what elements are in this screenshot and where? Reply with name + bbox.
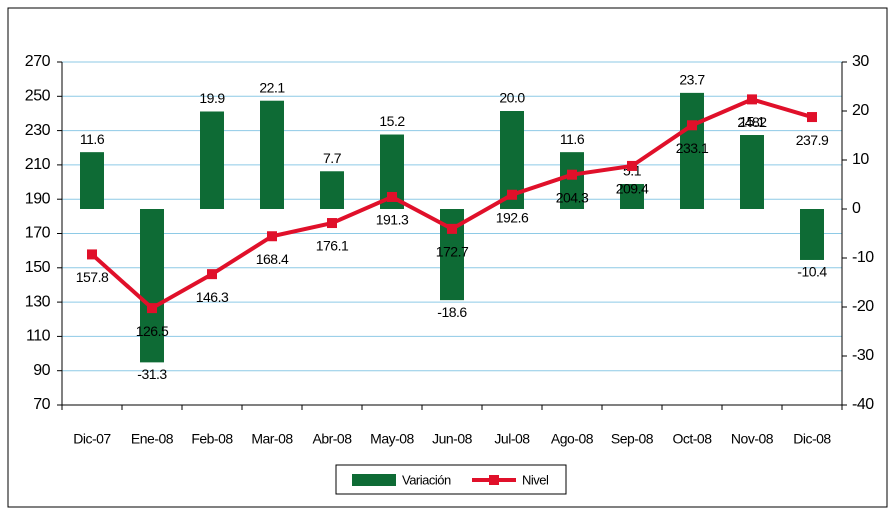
legend-swatch-marker <box>489 475 499 485</box>
bar <box>200 111 224 209</box>
legend: Variación Nivel <box>335 464 567 495</box>
y-tick-label: 210 <box>25 156 51 173</box>
bar-value-label: -10.4 <box>797 264 827 280</box>
line-value-label: 209.4 <box>616 181 649 197</box>
line-value-label: 191.3 <box>376 212 409 228</box>
x-tick-label: May-08 <box>370 431 414 447</box>
y-tick-label: 270 <box>25 53 51 70</box>
line-value-label: 168.4 <box>256 251 289 267</box>
y2-tick-label: -40 <box>852 396 874 413</box>
line-marker <box>327 218 337 229</box>
bar <box>680 92 704 209</box>
bar-value-label: -18.6 <box>437 304 467 320</box>
line-marker <box>747 94 757 105</box>
y-tick-label: 130 <box>25 293 51 310</box>
x-tick-label: Mar-08 <box>251 431 293 447</box>
legend-label: Nivel <box>522 472 549 487</box>
bar <box>320 171 344 209</box>
line-value-label: 146.3 <box>196 289 229 305</box>
y-tick-label: 230 <box>25 122 51 139</box>
line-marker <box>507 189 517 200</box>
bar <box>740 135 764 209</box>
y-tick-label: 250 <box>25 88 51 105</box>
y2-tick-label: 20 <box>852 102 869 119</box>
y-tick-label: 170 <box>25 225 51 242</box>
bar <box>140 209 164 363</box>
line-value-label: 237.9 <box>796 132 829 148</box>
line-marker <box>267 231 277 242</box>
bar <box>620 184 644 209</box>
line-marker <box>447 223 457 234</box>
line-marker <box>147 303 157 314</box>
line-marker <box>387 191 397 202</box>
bar <box>260 100 284 209</box>
line-value-label: 157.8 <box>76 269 109 285</box>
bar-value-label: 7.7 <box>323 150 342 166</box>
line-marker <box>567 169 577 180</box>
y2-tick-label: 0 <box>852 200 861 217</box>
y-tick-label: 190 <box>25 190 51 207</box>
bar <box>800 209 824 260</box>
legend-swatch <box>352 474 396 486</box>
x-tick-label: Sep-08 <box>611 431 654 447</box>
bar-value-label: 22.1 <box>259 79 285 95</box>
legend-label: Variación <box>402 472 451 487</box>
bar <box>80 152 104 209</box>
line-marker <box>687 120 697 131</box>
bar-value-label: 20.0 <box>499 90 525 106</box>
bar-value-label: 11.6 <box>80 131 105 147</box>
line-value-label: 233.1 <box>676 140 709 156</box>
y-tick-label: 110 <box>26 328 51 345</box>
line-marker <box>87 249 97 260</box>
bar-value-label: 15.1 <box>739 114 765 130</box>
x-tick-label: Abr-08 <box>312 431 352 447</box>
x-tick-label: Dic-08 <box>793 431 831 447</box>
bar-value-label: -31.3 <box>137 366 167 382</box>
y-tick-label: 150 <box>25 259 51 276</box>
x-tick-label: Jul-08 <box>494 431 530 447</box>
bar-value-label: 11.6 <box>560 131 585 147</box>
x-tick-label: Ene-08 <box>131 431 174 447</box>
x-tick-label: Feb-08 <box>191 431 233 447</box>
y-tick-label: 90 <box>33 362 50 379</box>
line-marker <box>807 112 817 123</box>
line-value-label: 176.1 <box>316 238 349 254</box>
x-tick-label: Jun-08 <box>432 431 473 447</box>
x-tick-label: Oct-08 <box>672 431 712 447</box>
x-tick-label: Nov-08 <box>731 431 774 447</box>
line-marker <box>207 269 217 280</box>
line-marker <box>627 160 637 171</box>
y-tick-label: 70 <box>33 396 50 413</box>
y2-tick-label: -20 <box>852 298 874 315</box>
bar-value-label: 19.9 <box>199 90 225 106</box>
line-value-label: 204.3 <box>556 189 589 205</box>
y2-tick-label: 10 <box>852 151 869 168</box>
line-value-label: 126.5 <box>136 323 169 339</box>
y2-tick-label: -10 <box>852 249 874 266</box>
x-tick-label: Dic-07 <box>73 431 111 447</box>
x-tick-label: Ago-08 <box>551 431 594 447</box>
y2-tick-label: -30 <box>852 347 874 364</box>
y2-tick-label: 30 <box>852 53 869 70</box>
bar-value-label: 15.2 <box>379 113 405 129</box>
line-value-label: 2482 <box>737 114 767 130</box>
line-value-label: 192.6 <box>496 209 529 225</box>
line-value-label: 172.7 <box>436 244 469 260</box>
bar <box>560 152 584 209</box>
bar-value-label: 23.7 <box>679 72 705 88</box>
